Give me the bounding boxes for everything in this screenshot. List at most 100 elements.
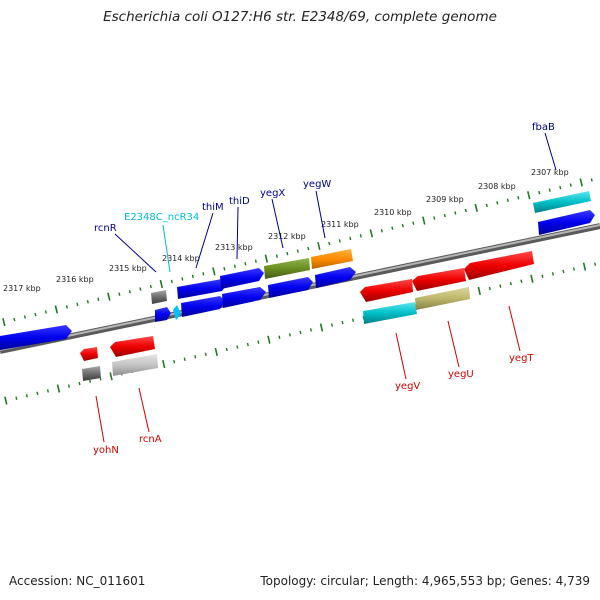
gene-feature[interactable] <box>151 290 167 304</box>
ruler-major-tick <box>264 254 269 263</box>
ruler-minor-tick <box>170 279 173 284</box>
ruler-minor-tick <box>391 226 394 230</box>
gene-label-rcnA[interactable]: rcnA <box>139 434 162 445</box>
ruler-minor-tick <box>548 188 551 192</box>
gene-feature[interactable] <box>155 307 171 322</box>
ruler-minor-tick <box>541 274 544 279</box>
scale-label: 2312 kbp <box>268 232 306 241</box>
ruler-minor-tick <box>65 305 68 309</box>
ruler-minor-tick <box>517 196 520 200</box>
gene-feature[interactable] <box>220 268 264 289</box>
gene-feature[interactable] <box>464 251 534 280</box>
gene-feature[interactable] <box>360 279 413 302</box>
ruler-minor-tick <box>223 267 226 271</box>
gene-feature[interactable] <box>268 277 313 298</box>
ruler-minor-tick <box>509 281 512 286</box>
gene-feature[interactable] <box>177 279 227 299</box>
ruler-major-tick <box>162 360 166 369</box>
gene-feature[interactable] <box>80 347 98 361</box>
gene-feature[interactable] <box>173 305 181 320</box>
gene-label-rcnR[interactable]: rcnR <box>94 223 117 234</box>
ruler-major-tick <box>214 347 218 356</box>
ruler-minor-tick <box>278 335 281 339</box>
ruler-minor-tick <box>275 254 278 258</box>
gene-feature[interactable] <box>181 296 225 317</box>
ruler-minor-tick <box>288 333 291 337</box>
ruler-minor-tick <box>202 272 205 276</box>
scale-label: 2311 kbp <box>321 220 359 229</box>
gene-feature[interactable] <box>264 258 310 279</box>
ruler-minor-tick <box>246 342 249 347</box>
ruler-minor-tick <box>551 272 554 276</box>
ruler-major-tick <box>267 335 271 344</box>
gene-feature[interactable] <box>311 249 353 269</box>
ruler-minor-tick <box>538 190 541 195</box>
ruler-minor-tick <box>572 267 576 271</box>
gene-feature[interactable] <box>222 287 266 308</box>
ruler-minor-tick <box>15 396 18 400</box>
scale-label: 2309 kbp <box>426 195 464 204</box>
ruler-major-tick <box>579 178 583 187</box>
gene-feature[interactable] <box>112 354 158 376</box>
ruler-major-tick <box>317 241 321 250</box>
ruler-minor-tick <box>401 223 404 228</box>
gene-feature[interactable] <box>0 325 72 350</box>
ruler-minor-tick <box>590 178 593 182</box>
ruler-minor-tick <box>225 347 228 352</box>
gene-label-E2348C_ncR34[interactable]: E2348C_ncR34 <box>124 212 199 223</box>
ruler-minor-tick <box>194 355 197 359</box>
ruler-minor-tick <box>341 320 344 325</box>
label-connectors <box>95 132 557 443</box>
gene-feature[interactable] <box>412 268 466 291</box>
ruler-minor-tick <box>299 330 302 335</box>
ruler-major-tick <box>4 396 8 405</box>
gene-label-yegU[interactable]: yegU <box>448 369 474 380</box>
gene-feature[interactable] <box>110 336 155 357</box>
ruler-minor-tick <box>464 208 467 213</box>
ruler-minor-tick <box>67 384 70 388</box>
ruler-minor-tick <box>183 357 186 361</box>
gene-label-yegW[interactable]: yegW <box>303 179 331 190</box>
gene-feature[interactable] <box>315 267 356 288</box>
ruler-minor-tick <box>173 359 176 364</box>
gene-label-yegV[interactable]: yegV <box>395 381 420 392</box>
ruler-minor-tick <box>488 286 491 291</box>
gene-label-thiM[interactable]: thiM <box>202 202 224 213</box>
gene-feature[interactable] <box>533 191 591 213</box>
ruler-minor-tick <box>233 264 236 268</box>
ruler-minor-tick <box>309 328 312 332</box>
genome-title: Escherichia coli O127:H6 str. E2348/69, … <box>103 9 497 25</box>
scale-label: 2307 kbp <box>531 168 569 177</box>
gene-label-fbaB[interactable]: fbaB <box>532 122 555 133</box>
gene-feature[interactable] <box>82 366 101 381</box>
ruler-major-tick <box>477 286 481 296</box>
ruler-major-tick <box>527 191 531 200</box>
ruler-minor-tick <box>328 241 331 246</box>
ruler-minor-tick <box>307 246 310 251</box>
ruler-major-tick <box>107 292 111 301</box>
ruler-minor-tick <box>46 389 49 393</box>
ruler-major-tick <box>369 229 374 238</box>
ruler-minor-tick <box>204 352 207 357</box>
ruler-major-tick <box>109 372 113 381</box>
ruler-minor-tick <box>286 251 289 256</box>
gene-feature[interactable] <box>538 210 595 235</box>
gene-label-yegT[interactable]: yegT <box>509 353 534 364</box>
ruler-minor-tick <box>559 185 562 190</box>
ruler-major-tick <box>474 203 478 212</box>
ruler-minor-tick <box>380 229 383 233</box>
ruler-major-tick <box>422 216 426 225</box>
ruler-minor-tick <box>569 183 572 187</box>
gene-feature[interactable] <box>415 287 470 310</box>
ruler-minor-tick <box>254 259 257 263</box>
ruler-minor-tick <box>23 315 26 319</box>
gene-feature[interactable] <box>363 302 417 324</box>
gene-label-thiD[interactable]: thiD <box>229 196 250 207</box>
ruler-minor-tick <box>118 292 121 296</box>
gene-label-yegX[interactable]: yegX <box>260 188 285 199</box>
ruler-minor-tick <box>191 274 194 279</box>
gene-label-yohN[interactable]: yohN <box>93 445 119 456</box>
ruler-minor-tick <box>139 287 142 291</box>
ruler-minor-tick <box>506 198 509 202</box>
ruler-minor-tick <box>594 262 597 266</box>
